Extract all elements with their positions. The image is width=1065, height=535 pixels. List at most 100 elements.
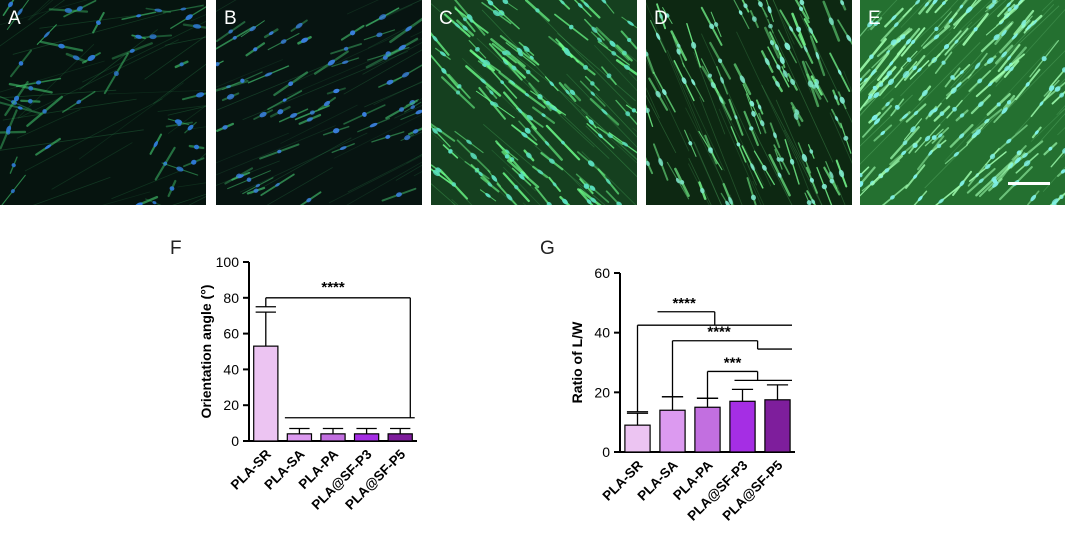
cell-nucleus <box>860 172 863 178</box>
cell-nucleus <box>237 174 244 179</box>
cell-nucleus <box>764 57 770 66</box>
cell-nucleus <box>934 26 939 32</box>
cell-nucleus <box>502 0 509 5</box>
cell-nucleus <box>526 152 532 159</box>
micrograph-d-cells <box>646 0 852 205</box>
fiber-line <box>51 142 133 190</box>
cell-nucleus <box>268 31 274 36</box>
fiber-line <box>250 137 352 195</box>
chart-g-panel-label: G <box>540 238 555 259</box>
cell-nucleus <box>738 10 743 16</box>
cell-nucleus <box>839 96 845 104</box>
cell-nucleus <box>679 180 685 185</box>
cell-nucleus <box>240 78 245 83</box>
cell-nucleus <box>915 0 920 5</box>
cell-nucleus <box>591 26 598 33</box>
micrograph-a: A <box>0 0 206 205</box>
fiber-line <box>570 101 637 164</box>
cell-nucleus <box>176 166 184 172</box>
cell-nucleus <box>470 152 478 160</box>
fiber-line <box>1030 108 1065 142</box>
cell-nucleus <box>924 2 930 7</box>
fiber-line <box>346 161 422 205</box>
cell-nucleus <box>485 193 491 198</box>
cell-nucleus <box>901 150 907 156</box>
cell-nucleus <box>769 40 775 46</box>
cell-nucleus <box>834 115 839 122</box>
fiber-line <box>799 13 852 124</box>
cell-nucleus <box>974 62 981 70</box>
cell-nucleus <box>700 187 705 194</box>
cell-nucleus <box>789 158 795 165</box>
cell-nucleus <box>965 6 972 14</box>
cell-nucleus <box>996 102 1001 107</box>
cell-nucleus <box>1034 130 1039 135</box>
cell-nucleus <box>953 151 960 157</box>
bar <box>320 433 346 442</box>
cell-nucleus <box>986 57 994 64</box>
cell-nucleus <box>775 80 781 88</box>
cell-nucleus <box>860 77 863 83</box>
cell-nucleus <box>76 99 82 105</box>
cell-nucleus <box>490 101 495 106</box>
cell-nucleus <box>987 81 993 87</box>
cell-nucleus <box>959 4 964 9</box>
cell-nucleus <box>941 60 946 65</box>
cell-nucleus <box>809 177 815 183</box>
cell-nucleus <box>378 14 387 20</box>
cell-nucleus <box>880 130 886 136</box>
cell-nucleus <box>462 17 467 22</box>
cell-nucleus <box>750 194 756 201</box>
cell-nucleus <box>873 21 879 27</box>
cell-nucleus <box>169 186 175 191</box>
cell-nucleus <box>646 51 649 57</box>
cell-nucleus <box>72 55 80 61</box>
cell-nucleus <box>583 183 590 189</box>
cell-nucleus <box>958 133 965 139</box>
cell-nucleus <box>478 171 483 177</box>
cell-nucleus <box>768 23 773 29</box>
cell-nucleus <box>834 94 838 100</box>
cell-nucleus <box>462 25 468 31</box>
cell-nucleus <box>1054 86 1061 92</box>
cell-nucleus <box>720 76 725 84</box>
cell-nucleus <box>454 22 461 29</box>
cell-nucleus <box>675 177 681 184</box>
cell-nucleus <box>955 82 962 88</box>
fiber-line <box>666 49 724 184</box>
bar <box>353 433 380 442</box>
fiber-line <box>111 170 180 200</box>
cell-nucleus <box>931 135 937 140</box>
cell-nucleus <box>917 195 923 202</box>
cell-nucleus <box>295 22 303 29</box>
micrograph-e: E <box>860 0 1065 205</box>
cell-nucleus <box>757 104 762 110</box>
cell-nucleus <box>327 59 336 66</box>
cell-nucleus <box>27 98 33 104</box>
cell-nucleus <box>561 140 565 145</box>
cell-nucleus <box>1022 152 1028 158</box>
cell-nucleus <box>751 110 756 117</box>
cell-nucleus <box>889 61 894 66</box>
fiber-line <box>867 0 898 32</box>
cell-nucleus <box>924 135 931 142</box>
cell-nucleus <box>518 173 525 180</box>
cell-nucleus <box>524 127 531 134</box>
cell-nucleus <box>749 126 754 131</box>
cell-nucleus <box>782 70 788 78</box>
fiber-line <box>646 58 690 152</box>
cell-nucleus <box>936 143 942 149</box>
cell-nucleus <box>288 81 294 87</box>
cell-nucleus <box>959 70 964 75</box>
cell-nucleus <box>1006 138 1012 144</box>
fiber-line <box>24 98 163 172</box>
fiber-line <box>346 0 379 15</box>
cell-nucleus <box>913 110 919 116</box>
fiber-line <box>333 114 422 159</box>
cell-nucleus <box>349 30 356 36</box>
cell-nucleus <box>546 201 552 205</box>
cell-nucleus <box>1013 4 1019 10</box>
cell-nucleus <box>541 113 546 118</box>
fiber-line <box>688 157 712 205</box>
cell-nucleus <box>734 115 738 120</box>
